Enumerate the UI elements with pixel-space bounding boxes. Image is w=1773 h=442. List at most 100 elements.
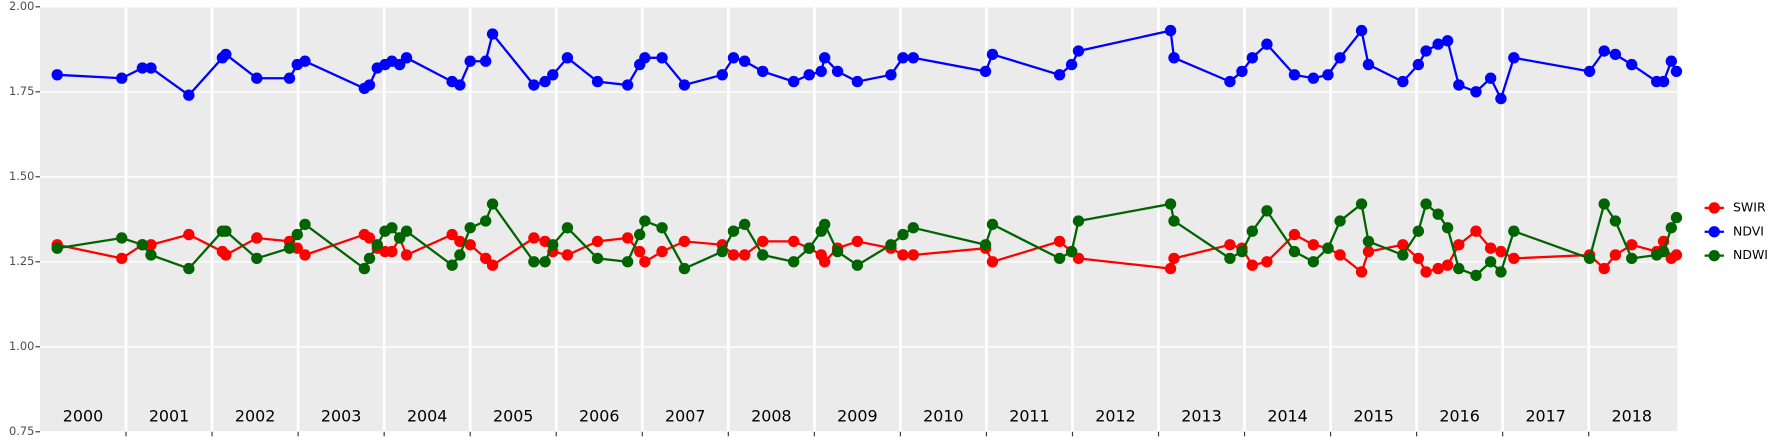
- point: [1657, 245, 1670, 258]
- point: [528, 79, 540, 91]
- point: [446, 228, 458, 241]
- point: [1053, 235, 1066, 248]
- point: [1453, 79, 1465, 91]
- point: [1670, 249, 1683, 261]
- legend-label: NDWI: [1733, 247, 1768, 262]
- point: [818, 256, 831, 268]
- point: [897, 249, 909, 261]
- point: [1053, 252, 1066, 265]
- point: [1453, 262, 1465, 275]
- point: [400, 225, 413, 237]
- point: [1288, 69, 1301, 81]
- point: [1484, 242, 1497, 254]
- point: [1583, 252, 1596, 265]
- point: [1224, 252, 1236, 265]
- point: [363, 79, 376, 91]
- point: [358, 262, 371, 275]
- year-label: 2017: [1525, 407, 1565, 426]
- point: [986, 218, 999, 231]
- point: [818, 218, 831, 231]
- point: [145, 249, 157, 261]
- y-tick-label: 1.75: [9, 84, 34, 98]
- point: [851, 75, 864, 88]
- point: [1626, 252, 1638, 265]
- point: [907, 249, 919, 261]
- point: [656, 222, 668, 234]
- point: [1432, 262, 1444, 275]
- point: [1322, 242, 1334, 254]
- point: [1609, 215, 1622, 227]
- point: [738, 249, 751, 261]
- y-tick-label: 1.00: [9, 339, 34, 353]
- point: [1261, 205, 1273, 217]
- point: [1065, 58, 1078, 71]
- point: [738, 218, 751, 231]
- point: [528, 232, 540, 244]
- legend-key: [1708, 202, 1720, 214]
- point: [818, 52, 831, 64]
- point: [1072, 45, 1085, 57]
- point: [1508, 225, 1520, 237]
- point: [479, 215, 492, 227]
- point: [1484, 72, 1497, 84]
- point: [1307, 239, 1320, 251]
- point: [400, 249, 413, 261]
- point: [1362, 58, 1375, 71]
- point: [907, 222, 919, 234]
- point: [454, 235, 466, 248]
- point: [1236, 65, 1248, 78]
- point: [1420, 266, 1432, 278]
- point: [656, 245, 668, 258]
- point: [454, 249, 466, 261]
- point: [979, 239, 992, 251]
- point: [1495, 92, 1507, 105]
- point: [1164, 198, 1177, 210]
- point: [486, 198, 499, 210]
- point: [1670, 211, 1683, 224]
- point: [136, 62, 149, 74]
- year-label: 2018: [1612, 407, 1652, 426]
- point: [400, 52, 413, 64]
- year-label: 2007: [665, 407, 705, 426]
- point: [1164, 24, 1177, 37]
- point: [851, 235, 864, 248]
- year-label: 2016: [1439, 407, 1479, 426]
- y-tick-label: 2.00: [9, 0, 34, 13]
- point: [1441, 35, 1454, 47]
- point: [1261, 256, 1273, 268]
- point: [986, 256, 999, 268]
- point: [1168, 215, 1180, 227]
- point: [486, 28, 499, 40]
- point: [464, 222, 476, 234]
- point: [1246, 259, 1258, 271]
- point: [363, 232, 376, 244]
- point: [656, 52, 668, 64]
- point: [727, 52, 740, 64]
- point: [788, 256, 800, 268]
- legend-key: [1708, 226, 1720, 238]
- point: [788, 235, 800, 248]
- point: [1412, 58, 1425, 71]
- point: [183, 89, 195, 101]
- panel: [39, 6, 1678, 432]
- point: [283, 242, 296, 254]
- point: [591, 75, 604, 88]
- point: [1072, 215, 1085, 227]
- point: [1168, 52, 1180, 64]
- point: [479, 55, 492, 67]
- point: [539, 256, 551, 268]
- point: [547, 69, 559, 81]
- point: [1065, 245, 1078, 258]
- legend-label: NDVI: [1733, 223, 1764, 238]
- point: [1420, 45, 1432, 57]
- point: [371, 239, 383, 251]
- point: [51, 242, 63, 254]
- point: [1453, 239, 1465, 251]
- point: [1307, 256, 1320, 268]
- point: [897, 228, 909, 241]
- point: [251, 72, 263, 84]
- point: [145, 62, 157, 74]
- point: [1495, 245, 1507, 258]
- point: [299, 249, 311, 261]
